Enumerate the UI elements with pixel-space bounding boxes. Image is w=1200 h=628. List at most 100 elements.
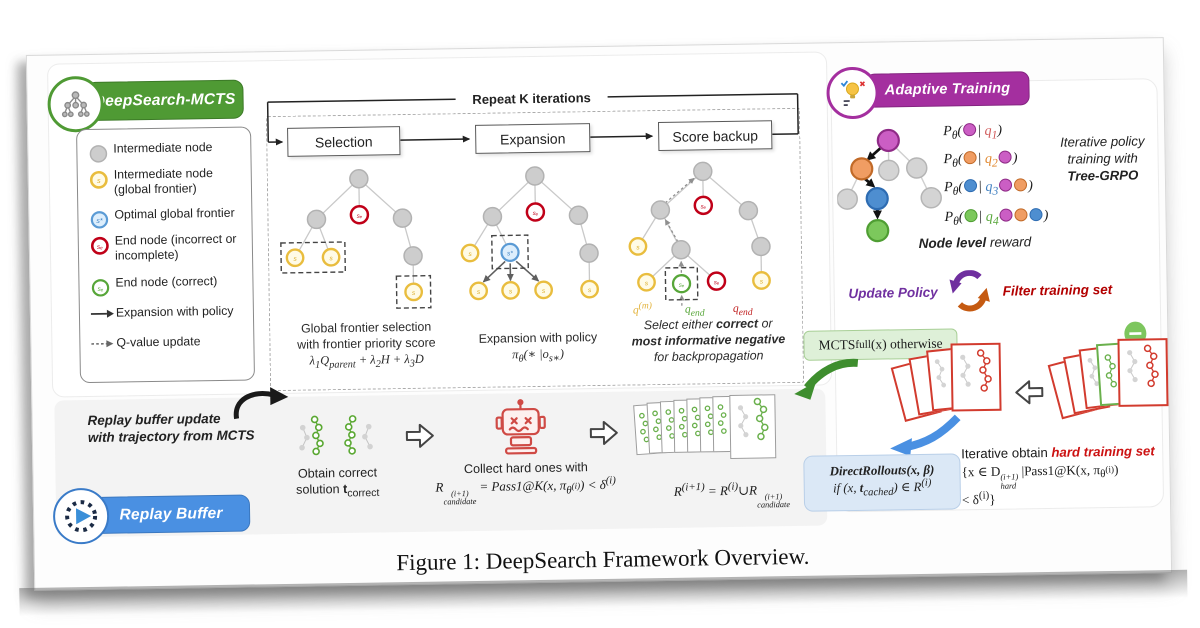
svg-text:s: s <box>760 278 764 285</box>
svg-text:sₑ: sₑ <box>679 283 685 289</box>
policy-eq-3: Pθ(| q3) <box>943 178 1033 198</box>
q-end-incorrect-label: qend <box>732 302 753 319</box>
svg-text:s*: s* <box>96 218 103 225</box>
filtered-stack <box>1047 321 1173 453</box>
adaptive-tree <box>836 128 942 243</box>
selection-label: Selection <box>314 133 373 150</box>
end-node-incorrect-icon: sₑ <box>89 234 115 262</box>
right-block-arrow-icon <box>405 423 434 448</box>
trajectory-card <box>633 403 667 456</box>
selection-caption: Global frontier selection with frontier p… <box>297 319 436 371</box>
hard-training-set-text: Iterative obtain hard training set {x ∈ D… <box>961 443 1155 507</box>
svg-text:s: s <box>468 251 472 258</box>
band-curved-arrow <box>233 387 289 420</box>
trajectory-card <box>673 399 705 453</box>
backup-caption: Select either correct or most informative… <box>631 316 786 364</box>
legend-item: s* Optimal global frontier <box>88 206 235 236</box>
svg-text:sₑ: sₑ <box>357 214 363 220</box>
tree-grpo-note: Iterative policy training with Tree-GRPO <box>1060 133 1145 184</box>
q-m-label: q(m) <box>632 300 653 317</box>
legend-label: End node (incorrect or incomplete) <box>114 231 237 263</box>
deepsearch-mcts-badge: DeepSearch-MCTS <box>85 79 244 122</box>
legend-item: Q-value update <box>90 334 201 356</box>
legend-label: Expansion with policy <box>115 303 234 320</box>
legend-item: Expansion with policy <box>90 304 234 326</box>
optimal-frontier-node-icon: s* <box>88 208 114 236</box>
adaptive-training-badge: Adaptive Training <box>865 71 1030 108</box>
collect-formula: R (i+1) candidate = Pass1@K(x, πθ(i)) < δ(… <box>435 474 616 507</box>
replay-buffer-label: Replay Buffer <box>119 504 223 524</box>
figure-card: DeepSearch-MCTS Intermediate node s <box>25 37 1173 591</box>
trajectory-card <box>659 400 692 454</box>
policy-eq-4: Pθ(| q4) <box>944 208 1049 228</box>
legend-label: Intermediate node (global frontier) <box>113 166 213 197</box>
trajectory-card <box>686 398 718 453</box>
trajectory-card <box>926 346 972 412</box>
node-level-reward-label: Node level reward <box>918 234 1032 251</box>
repeat-iterations-label: Repeat K iterations <box>472 90 591 107</box>
legend-label: Optimal global frontier <box>114 205 235 222</box>
figure-caption: Figure 1: DeepSearch Framework Overview. <box>396 543 810 576</box>
svg-text:sₑ: sₑ <box>714 280 720 286</box>
replay-buffer-stack <box>633 393 825 481</box>
legend-item: Intermediate node <box>87 140 213 170</box>
frontier-node-icon: s <box>88 168 114 196</box>
policy-eq-2: Pθ(| q2) <box>943 150 1018 170</box>
legend: Intermediate node s Intermediate node (g… <box>76 126 256 384</box>
deepsearch-mcts-label: DeepSearch-MCTS <box>93 90 236 110</box>
trajectory-card-correct <box>1095 341 1141 407</box>
trajectory-card <box>729 394 777 459</box>
trajectory-card <box>712 395 744 453</box>
svg-text:s: s <box>636 244 640 251</box>
svg-text:sₑ: sₑ <box>97 244 103 251</box>
score-backup-label: Score backup <box>672 126 759 145</box>
q-value-update-arrow-icon <box>90 336 116 356</box>
trajectory-card <box>1117 338 1169 407</box>
legend-label: Q-value update <box>116 334 201 350</box>
svg-text:sₑ: sₑ <box>98 286 104 293</box>
expansion-box: Expansion <box>475 123 591 154</box>
score-backup-tree: sₑ sₑ sₑ s s s <box>628 161 771 306</box>
direct-rollouts-box: DirectRollouts(x, β) if (x, tcached) ∈ R(… <box>803 453 962 512</box>
legend-item: s Intermediate node (global frontier) <box>88 166 242 198</box>
correct-solution-trees-icon <box>299 415 373 456</box>
q-end-correct-label: qend <box>684 303 705 319</box>
svg-text:sₑ: sₑ <box>533 211 539 217</box>
svg-text:s: s <box>329 255 333 262</box>
tree-search-icon <box>47 75 105 133</box>
expansion-caption: Expansion with policy πθ(∗ |os∗) <box>478 330 598 365</box>
svg-text:s: s <box>588 287 592 294</box>
end-node-correct-icon: sₑ <box>89 276 115 304</box>
svg-text:s: s <box>477 289 481 296</box>
selection-tree: sₑ s s s <box>280 169 432 309</box>
selection-box: Selection <box>287 126 401 157</box>
update-policy-label: Update Policy <box>848 284 938 302</box>
svg-text:s: s <box>645 280 649 287</box>
legend-label: End node (correct) <box>115 273 218 290</box>
svg-text:s*: s* <box>507 250 513 257</box>
svg-text:s: s <box>293 256 297 263</box>
union-formula: R(i+1) = R(i)∪R (i+1) candidate <box>673 480 791 510</box>
filter-training-set-label: Filter training set <box>1002 281 1113 299</box>
policy-eq-1: Pθ(| q1) <box>943 123 1003 142</box>
trajectory-card <box>950 342 1002 412</box>
expansion-label: Expansion <box>499 130 566 148</box>
right-block-arrow-icon <box>589 420 618 445</box>
expansion-arrow-icon <box>90 306 116 326</box>
lightbulb-icon <box>826 66 879 120</box>
robot-icon <box>495 399 546 455</box>
score-backup-box: Score backup <box>657 120 773 152</box>
legend-item: sₑ End node (correct) <box>89 274 217 304</box>
obtain-correct-text: Obtain correct solution tcorrect <box>296 465 380 500</box>
legend-label: Intermediate node <box>113 140 213 156</box>
replay-buffer-icon <box>52 487 110 545</box>
replay-buffer-badge: Replay Buffer <box>91 494 251 534</box>
left-block-arrow-icon <box>1015 380 1044 405</box>
cycle-arrows-icon <box>949 269 990 312</box>
expansion-tree: sₑ s* s s s s s <box>460 166 600 301</box>
trajectory-card <box>646 401 680 454</box>
intermediate-node-icon <box>87 142 113 170</box>
svg-text:s: s <box>412 290 416 297</box>
collect-hard-text: Collect hard ones with <box>463 460 588 477</box>
rollout-stack-mcts <box>890 341 1008 451</box>
